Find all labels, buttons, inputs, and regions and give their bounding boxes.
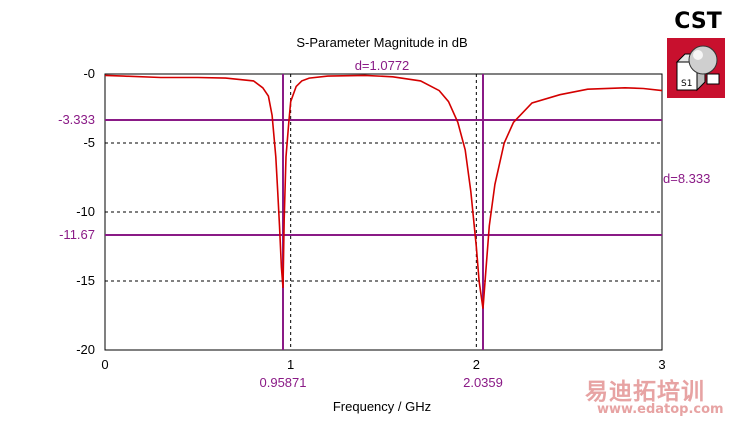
watermark-url: www.edatop.com xyxy=(597,402,724,417)
chart-title: S-Parameter Magnitude in dB xyxy=(296,35,467,50)
vertical-marker-label: 2.0359 xyxy=(463,375,503,390)
x-tick-label: 1 xyxy=(287,357,294,372)
cst-logo-text: CST xyxy=(674,9,721,34)
y-tick-label: -0 xyxy=(83,66,95,81)
s-parameter-curve xyxy=(104,74,663,309)
delta-y-label: d=8.333 xyxy=(663,171,710,186)
delta-x-label: d=1.0772 xyxy=(355,58,410,73)
plot-area xyxy=(104,73,663,351)
y-tick-label: -15 xyxy=(76,273,95,288)
y-tick-label: -20 xyxy=(76,342,95,357)
x-axis-label: Frequency / GHz xyxy=(333,399,431,414)
watermark: 易迪拓培训 www.edatop.com xyxy=(585,372,735,420)
watermark-title: 易迪拓培训 xyxy=(585,379,705,405)
y-tick-label: -10 xyxy=(76,204,95,219)
cst-logo: CST S1 xyxy=(663,6,733,98)
x-tick-label: 3 xyxy=(658,357,665,372)
marker-labels: -3.333 -11.67 0.95871 2.0359 xyxy=(58,112,503,390)
vertical-marker-label: 0.95871 xyxy=(260,375,307,390)
grid-lines xyxy=(105,74,662,350)
y-tick-label: -5 xyxy=(83,135,95,150)
tick-labels: 0 1 2 3 -0 -5 -10 -15 -20 xyxy=(76,66,665,372)
marker-lines xyxy=(105,74,662,350)
x-tick-label: 0 xyxy=(101,357,108,372)
x-tick-label: 2 xyxy=(473,357,480,372)
cst-logo-badge: S1 xyxy=(681,79,692,89)
horizontal-marker-label: -11.67 xyxy=(59,227,95,242)
horizontal-marker-label: -3.333 xyxy=(58,112,95,127)
